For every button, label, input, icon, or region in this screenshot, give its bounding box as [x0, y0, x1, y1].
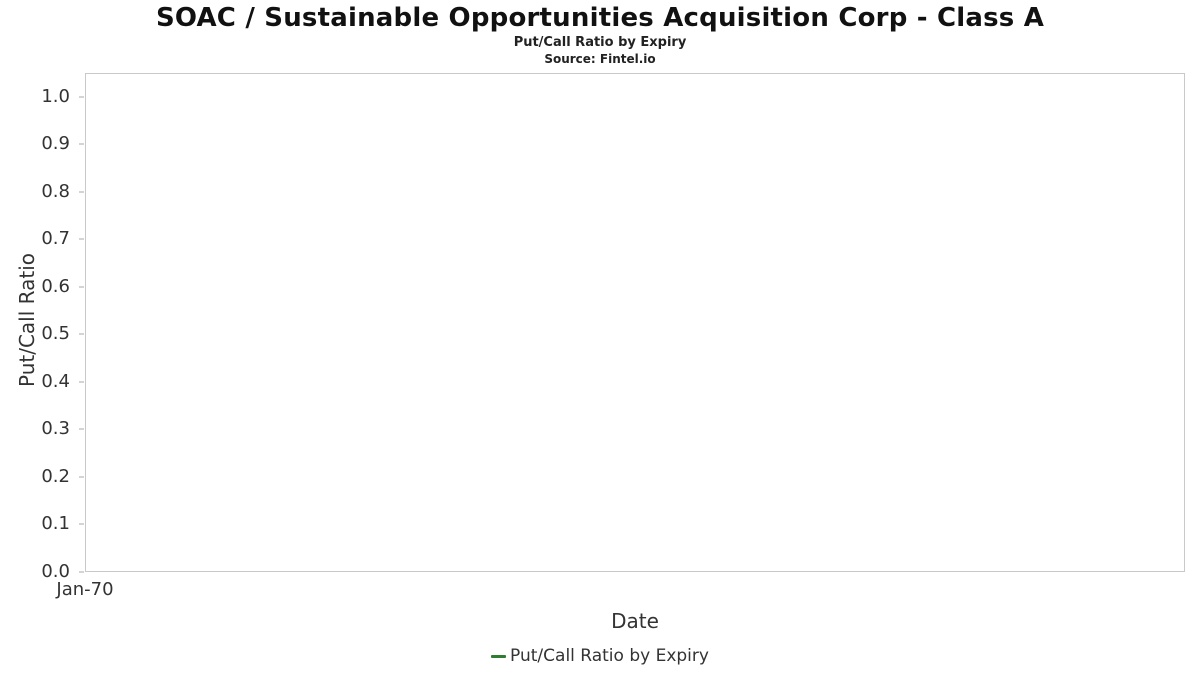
y-tick-mark [79, 238, 84, 240]
y-tick-mark [79, 523, 84, 525]
x-axis-label: Date [611, 609, 659, 633]
chart-legend: Put/Call Ratio by Expiry [0, 646, 1200, 666]
y-tick-mark [79, 381, 84, 383]
y-tick-mark [79, 143, 84, 145]
y-tick-mark [79, 96, 84, 98]
chart-subtitle: Put/Call Ratio by Expiry [513, 35, 687, 50]
y-tick-label: 0.4 [41, 370, 70, 392]
plot-area [85, 73, 1185, 572]
y-tick-label: 0.8 [41, 180, 70, 202]
y-axis-ticks: 1.0 0.9 0.8 0.7 0.6 0.5 0.4 0.3 0.2 0.1 0.0 [0, 73, 85, 581]
legend-item-label: Put/Call Ratio by Expiry [510, 646, 709, 666]
y-tick-label: 0.6 [41, 275, 70, 297]
y-tick-mark [79, 571, 84, 573]
y-tick-mark [79, 333, 84, 335]
y-tick-label: 0.9 [41, 133, 70, 155]
y-tick-mark [79, 191, 84, 193]
legend-item-putcall-ratio[interactable]: Put/Call Ratio by Expiry [491, 646, 709, 666]
x-axis-ticks: Jan-70 [56, 579, 1185, 601]
y-tick-label: 0.7 [41, 228, 70, 250]
x-tick-label: Jan-70 [56, 579, 114, 600]
y-tick-mark [79, 476, 84, 478]
y-tick-label: 0.0 [41, 561, 70, 582]
y-tick-label: 0.2 [41, 465, 70, 487]
chart-source-credit: Source: Fintel.io [544, 52, 656, 66]
chart-title: SOAC / Sustainable Opportunities Acquisi… [155, 3, 1045, 33]
y-tick-label: 0.3 [41, 418, 70, 440]
y-tick-mark [79, 286, 84, 288]
y-tick-label: 0.5 [41, 323, 70, 345]
y-tick-mark [79, 428, 84, 430]
line-series-marker-icon [491, 654, 507, 658]
y-tick-label: 1.0 [41, 85, 70, 107]
y-tick-label: 0.1 [41, 513, 70, 535]
